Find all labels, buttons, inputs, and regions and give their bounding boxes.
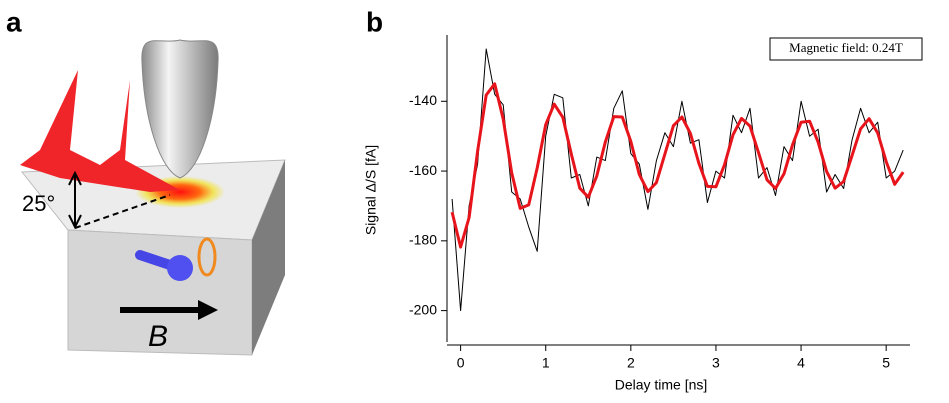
data-line	[451, 48, 904, 312]
x-tick-label: 5	[882, 355, 890, 371]
panel-label: b	[366, 6, 383, 37]
block-side	[252, 160, 285, 355]
x-tick-label: 0	[457, 355, 465, 371]
annotation: Magnetic field: 0.24T	[789, 40, 903, 55]
y-tick-label: -140	[409, 92, 437, 108]
y-axis-label: Signal Δ/S [fA]	[363, 145, 379, 235]
annotation-box	[769, 37, 923, 61]
angle-label: 25°	[22, 191, 55, 216]
y-tick-label: -200	[409, 301, 437, 317]
panel-a-diagram: a 25° B	[6, 6, 286, 356]
precession-ring	[197, 237, 217, 277]
panel-b-chart: b Delay time [ns] Signal Δ/S [fA] Magnet…	[363, 6, 923, 393]
laser-pulses	[20, 70, 180, 192]
spin-axis	[135, 250, 175, 270]
y-tick-label: -180	[409, 232, 437, 248]
angle-arrow-heads	[68, 170, 82, 230]
x-tick-label: 1	[542, 355, 550, 371]
data-line	[450, 82, 905, 249]
x-tick-label: 3	[712, 355, 720, 371]
x-axis-label: Delay time [ns]	[615, 377, 708, 393]
panel-label: a	[6, 6, 22, 37]
spin	[167, 255, 193, 281]
stm-tip	[141, 39, 219, 179]
x-tick-label: 4	[797, 355, 805, 371]
dashed-line	[74, 194, 171, 229]
field-label: B	[148, 320, 168, 353]
x-tick-label: 2	[627, 355, 635, 371]
y-tick-label: -160	[409, 162, 437, 178]
field-arrow-head	[198, 300, 218, 320]
